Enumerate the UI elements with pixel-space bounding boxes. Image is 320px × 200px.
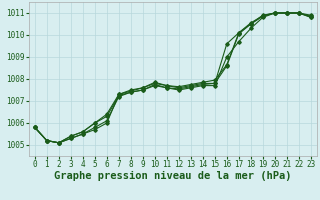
X-axis label: Graphe pression niveau de la mer (hPa): Graphe pression niveau de la mer (hPa) <box>54 171 292 181</box>
